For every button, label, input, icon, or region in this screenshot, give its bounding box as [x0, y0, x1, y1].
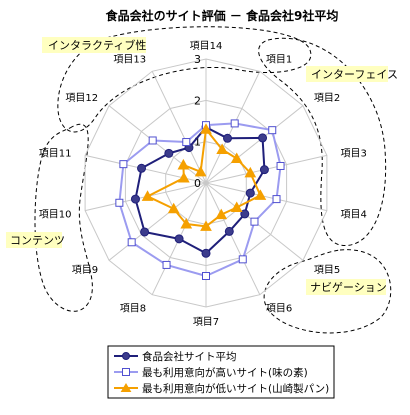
radial-tick-label: 0	[194, 177, 201, 190]
category-label: 項目2	[314, 92, 340, 104]
legend: 食品会社サイト平均 最も利用意向が高いサイト(味の素) 最も利用意向が低いサイト…	[107, 345, 335, 399]
data-point-square	[202, 272, 210, 280]
svg-text:ナビゲーション: ナビゲーション	[310, 281, 387, 294]
data-point-square	[238, 255, 247, 264]
data-point-square	[268, 126, 277, 135]
group-outlines	[34, 26, 392, 334]
legend-item-average: 食品会社サイト平均	[114, 350, 237, 363]
data-point-circle	[201, 248, 211, 258]
series-3	[141, 123, 267, 231]
data-point-square	[230, 119, 239, 128]
group-label-navigation: ナビゲーション	[306, 279, 387, 295]
data-point-square	[148, 136, 157, 145]
data-point-circle	[174, 234, 184, 244]
data-point-triangle	[254, 189, 267, 200]
data-point-square	[119, 160, 128, 169]
category-label: 項目11	[39, 147, 72, 159]
group-label-interactivity: インタラクティブ性	[42, 37, 146, 53]
radial-tick-label: 3	[194, 53, 201, 66]
data-point-triangle	[230, 152, 243, 164]
data-point-triangle	[141, 190, 154, 201]
data-point-circle	[224, 226, 234, 236]
radial-tick-label: 1	[194, 136, 201, 149]
radar-series	[115, 119, 285, 280]
legend-item-high: 最も利用意向が高いサイト(味の素)	[114, 366, 308, 379]
data-point-triangle	[177, 171, 190, 183]
grid-spoke	[205, 182, 328, 212]
data-point-square	[276, 161, 285, 170]
group-outline-navigation	[263, 249, 392, 334]
series-2	[115, 119, 285, 280]
data-point-circle	[137, 163, 147, 173]
data-point-triangle	[180, 217, 193, 229]
category-label: 項目14	[190, 40, 223, 52]
group-outline-interface	[258, 37, 387, 247]
category-label: 項目5	[314, 264, 340, 276]
grid-spoke	[205, 182, 261, 295]
data-point-square	[127, 238, 136, 247]
data-point-circle	[245, 188, 255, 198]
data-point-square	[162, 260, 171, 269]
category-label: 項目10	[39, 209, 72, 221]
grid-spoke	[151, 71, 207, 184]
data-point-circle	[258, 133, 268, 143]
legend-item-low: 最も利用意向が低いサイト(山崎製パン)	[114, 382, 329, 395]
legend-box	[107, 345, 335, 399]
chart-title: 食品会社のサイト評価 － 食品会社9社平均	[105, 8, 339, 23]
svg-text:コンテンツ: コンテンツ	[10, 234, 65, 247]
group-label-interface: インターフェイス	[306, 66, 398, 82]
category-label: 項目9	[72, 264, 98, 276]
radial-tick-label: 2	[194, 94, 201, 107]
grid-spoke	[108, 182, 207, 261]
svg-text:食品会社サイト平均: 食品会社サイト平均	[142, 350, 237, 363]
data-point-square	[182, 138, 191, 147]
data-point-triangle	[230, 201, 243, 212]
category-label: 項目4	[341, 209, 367, 221]
data-point-circle	[164, 148, 174, 158]
data-point-triangle	[244, 166, 257, 178]
category-label: 項目6	[266, 302, 292, 314]
category-label: 項目1	[266, 54, 292, 66]
svg-text:最も利用意向が低いサイト(山崎製パン): 最も利用意向が低いサイト(山崎製パン)	[142, 382, 329, 395]
data-point-triangle	[216, 143, 228, 154]
category-label: 項目12	[65, 92, 98, 104]
data-point-circle	[140, 227, 150, 237]
category-label: 項目8	[120, 302, 146, 314]
grid-spoke	[205, 105, 304, 184]
data-point-square	[272, 195, 281, 204]
category-labels: 項目14 項目1 項目2 項目3 項目4 項目5 項目6 項目7 項目8 項目9 項目10 項目11 項…	[39, 40, 367, 328]
category-label: 項目13	[113, 54, 146, 66]
data-point-circle	[259, 165, 269, 175]
data-point-square	[115, 198, 124, 207]
data-point-circle	[223, 133, 233, 143]
svg-text:最も利用意向が高いサイト(味の素): 最も利用意向が高いサイト(味の素)	[142, 366, 308, 379]
data-point-triangle	[200, 123, 212, 134]
group-outline-content	[34, 123, 93, 312]
data-point-triangle	[194, 165, 207, 177]
svg-text:インタラクティブ性: インタラクティブ性	[48, 38, 146, 52]
grid-spoke	[108, 105, 207, 184]
category-label: 項目7	[193, 316, 219, 328]
data-point-square	[250, 217, 259, 226]
svg-text:インターフェイス: インターフェイス	[311, 68, 398, 81]
data-point-triangle	[167, 202, 180, 214]
data-point-triangle	[215, 208, 228, 220]
data-point-circle	[240, 209, 250, 219]
data-point-circle	[130, 194, 140, 204]
data-point-triangle	[177, 158, 190, 170]
group-label-content: コンテンツ	[6, 232, 65, 248]
category-label: 項目3	[341, 147, 367, 159]
data-point-triangle	[200, 220, 212, 231]
